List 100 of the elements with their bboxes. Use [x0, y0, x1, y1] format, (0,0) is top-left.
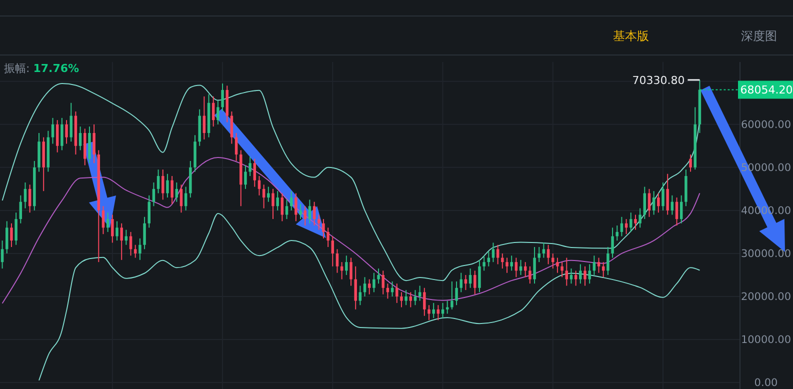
- text: 深度图: [741, 29, 777, 43]
- candlestick: [230, 110, 234, 144]
- candlestick: [372, 272, 376, 293]
- candlestick: [533, 246, 536, 284]
- candlestick: [423, 287, 426, 316]
- candlestick: [510, 255, 513, 272]
- candlestick: [116, 220, 118, 242]
- candlestick: [336, 248, 339, 274]
- candlestick: [432, 302, 435, 319]
- candlestick: [634, 214, 637, 230]
- candlestick: [492, 242, 495, 263]
- y-tick-label: 60000.00: [740, 119, 792, 132]
- candlestick: [166, 173, 169, 198]
- candlestick: [579, 264, 582, 284]
- y-tick-label: 30000.00: [740, 248, 792, 260]
- candlestick: [584, 266, 586, 286]
- candlestick: [267, 186, 270, 202]
- candlestick: [538, 246, 540, 263]
- candlestick: [51, 117, 54, 144]
- candlestick: [331, 236, 334, 267]
- candlestick: [496, 244, 500, 265]
- candlestick: [404, 290, 408, 306]
- candlestick: [148, 194, 150, 228]
- candlestick: [570, 268, 573, 284]
- candlestick: [630, 212, 632, 232]
- candlestick: [382, 270, 384, 295]
- ref-line-label: 68054.20: [740, 84, 793, 97]
- annotation: 70330.80: [632, 74, 685, 87]
- candlestick: [358, 285, 362, 306]
- candlestick: [418, 285, 422, 302]
- candlestick: [354, 266, 357, 310]
- candlestick: [455, 280, 458, 306]
- candlestick: [689, 154, 692, 172]
- candlestick: [156, 169, 160, 194]
- candlestick: [396, 283, 398, 304]
- candlestick: [152, 182, 156, 207]
- candlestick: [606, 246, 610, 276]
- y-tick-label: 20000.00: [740, 291, 792, 304]
- candlestick: [24, 182, 27, 209]
- candlestick: [611, 227, 614, 258]
- line-series: [2, 157, 700, 304]
- candlestick: [10, 222, 13, 248]
- candlestick: [92, 124, 96, 164]
- candlestick: [657, 192, 660, 214]
- line-series: [2, 83, 700, 282]
- candlestick: [78, 126, 82, 151]
- candlestick: [616, 225, 618, 242]
- candlestick: [60, 117, 64, 151]
- candlestick: [318, 214, 320, 230]
- candlestick: [588, 264, 591, 284]
- candlestick: [409, 292, 412, 308]
- candlestick: [65, 120, 68, 144]
- candlestick: [450, 280, 454, 310]
- candlestick: [14, 212, 18, 246]
- candlestick: [560, 262, 564, 278]
- candlestick: [474, 270, 476, 295]
- candlestick: [506, 257, 508, 274]
- candlestick: [170, 176, 174, 204]
- y-tick-label: 10000.00: [740, 334, 792, 346]
- candlestick: [326, 227, 330, 248]
- candlestick: [460, 272, 462, 293]
- candlestick: [6, 220, 8, 254]
- y-tick-label: 0.00: [754, 377, 778, 389]
- candlestick: [350, 257, 352, 286]
- candlestick: [643, 186, 646, 220]
- candlestick: [248, 156, 252, 177]
- candlestick: [597, 257, 600, 274]
- candlestick: [272, 188, 274, 220]
- candlestick: [546, 244, 550, 265]
- candlestick: [478, 259, 481, 293]
- candlestick: [666, 173, 669, 216]
- candlestick: [143, 216, 146, 250]
- candlestick: [652, 190, 656, 216]
- candlestick: [377, 268, 380, 284]
- candlestick: [565, 257, 568, 286]
- candlestick: [400, 292, 403, 308]
- annotation: 振幅: 17.76%: [4, 62, 80, 75]
- candlestick: [111, 214, 114, 244]
- candlestick: [501, 252, 504, 270]
- candlestick: [528, 266, 532, 284]
- candlestick: [574, 270, 578, 286]
- candlestick: [368, 278, 371, 295]
- candlestick: [414, 290, 417, 306]
- candlestick: [244, 164, 247, 190]
- candlestick: [345, 255, 348, 276]
- candlestick: [552, 252, 554, 270]
- candlestick: [221, 83, 224, 112]
- candlestick: [134, 244, 137, 258]
- candlestick: [70, 102, 72, 142]
- candlestick: [56, 120, 59, 153]
- candlestick: [308, 199, 312, 224]
- candlestick: [312, 201, 316, 226]
- candlestick: [542, 242, 546, 258]
- candlestick: [253, 158, 256, 188]
- line-series: [38, 212, 700, 381]
- candlestick: [216, 100, 220, 125]
- candlestick: [322, 218, 325, 239]
- candlestick: [638, 208, 642, 228]
- candlestick: [138, 238, 142, 260]
- candlestick: [184, 186, 188, 211]
